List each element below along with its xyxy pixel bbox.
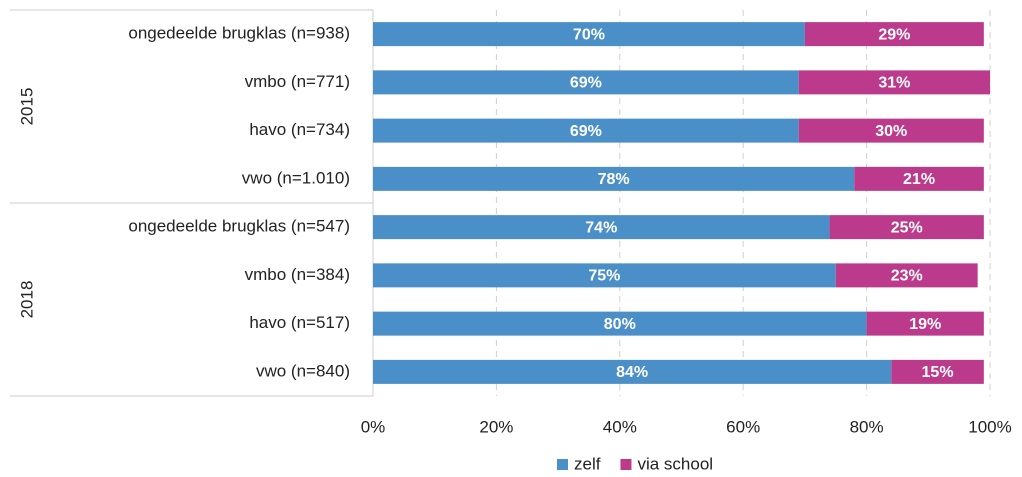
x-tick-label: 100%	[968, 417, 1011, 436]
bar-segment	[373, 215, 830, 240]
x-tick-label: 40%	[603, 417, 637, 436]
value-label: 21%	[903, 171, 935, 188]
legend-swatch	[620, 459, 632, 470]
value-label: 70%	[573, 26, 605, 43]
value-label: 80%	[604, 316, 636, 333]
y-tick-label: vmbo (n=771)	[245, 72, 350, 91]
bar-segment	[829, 215, 984, 240]
bar-segment	[798, 70, 990, 95]
value-label: 19%	[909, 316, 941, 333]
value-label: 29%	[878, 26, 910, 43]
y-tick-label: havo (n=734)	[249, 120, 350, 139]
value-label: 23%	[891, 268, 923, 285]
value-label: 84%	[616, 364, 648, 381]
value-label: 75%	[588, 268, 620, 285]
value-label: 74%	[585, 219, 617, 236]
y-tick-label: vmbo (n=384)	[245, 265, 350, 284]
value-label: 69%	[570, 123, 602, 140]
bar-segment	[866, 311, 984, 336]
y-tick-label: ongedeelde brugklas (n=938)	[128, 24, 350, 43]
bar-segment	[373, 166, 855, 191]
group-label: 2018	[17, 281, 36, 319]
x-tick-label: 60%	[726, 417, 760, 436]
y-tick-label: ongedeelde brugklas (n=547)	[128, 217, 350, 236]
value-label: 25%	[891, 219, 923, 236]
bar-segment	[373, 359, 892, 384]
group-label: 2015	[17, 88, 36, 126]
bar-segment	[891, 359, 984, 384]
value-label: 69%	[570, 75, 602, 92]
value-label: 31%	[878, 75, 910, 92]
legend-label: via school	[637, 454, 713, 473]
x-tick-label: 0%	[361, 417, 386, 436]
bar-segment	[373, 22, 805, 47]
bar-segment	[854, 166, 984, 191]
bar-segment	[373, 311, 867, 336]
y-tick-label: havo (n=517)	[249, 313, 350, 332]
y-tick-label: vwo (n=840)	[256, 361, 350, 380]
legend-label: zelf	[574, 454, 601, 473]
legend-swatch	[557, 459, 568, 470]
x-tick-label: 80%	[850, 417, 884, 436]
bar-segment	[798, 118, 984, 143]
bar-segment	[373, 263, 836, 288]
value-label: 78%	[598, 171, 630, 188]
value-label: 30%	[875, 123, 907, 140]
bar-segment	[373, 118, 799, 143]
bar-segment	[835, 263, 978, 288]
x-tick-label: 20%	[479, 417, 513, 436]
bar-segment	[373, 70, 799, 95]
value-label: 15%	[922, 364, 954, 381]
bar-segment	[804, 22, 984, 47]
y-tick-label: vwo (n=1.010)	[242, 168, 350, 187]
